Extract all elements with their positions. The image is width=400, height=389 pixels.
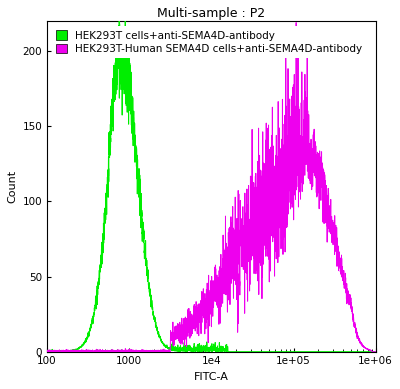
Y-axis label: Count: Count	[7, 170, 17, 203]
Title: Multi-sample : P2: Multi-sample : P2	[157, 7, 266, 20]
Legend: HEK293T cells+anti-SEMA4D-antibody, HEK293T-Human SEMA4D cells+anti-SEMA4D-antib: HEK293T cells+anti-SEMA4D-antibody, HEK2…	[52, 26, 366, 58]
X-axis label: FITC-A: FITC-A	[194, 372, 229, 382]
